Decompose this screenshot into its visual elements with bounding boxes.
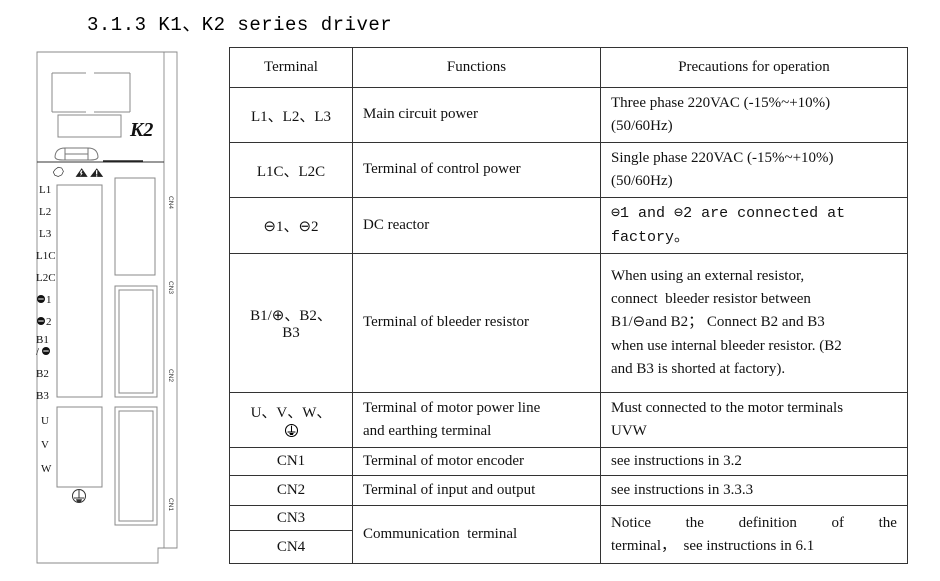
svg-text:CN2: CN2 bbox=[167, 369, 174, 382]
svg-text:W: W bbox=[41, 463, 52, 475]
svg-text:L2: L2 bbox=[39, 206, 51, 218]
svg-text:B2: B2 bbox=[36, 368, 49, 380]
svg-text:CN3: CN3 bbox=[167, 281, 174, 294]
svg-text:L1: L1 bbox=[39, 184, 51, 196]
svg-text:L2C: L2C bbox=[36, 272, 56, 284]
svg-text:L1C: L1C bbox=[36, 250, 56, 262]
svg-text:B1: B1 bbox=[36, 334, 49, 346]
svg-text:K2: K2 bbox=[129, 119, 153, 141]
svg-text:CN4: CN4 bbox=[167, 196, 174, 209]
svg-text:CN1: CN1 bbox=[167, 498, 174, 511]
svg-text:2: 2 bbox=[46, 316, 52, 328]
svg-text:1: 1 bbox=[46, 294, 52, 306]
svg-text:V: V bbox=[41, 439, 49, 451]
svg-text:L3: L3 bbox=[39, 228, 52, 240]
svg-text:U: U bbox=[41, 415, 49, 427]
svg-text:B3: B3 bbox=[36, 390, 49, 402]
